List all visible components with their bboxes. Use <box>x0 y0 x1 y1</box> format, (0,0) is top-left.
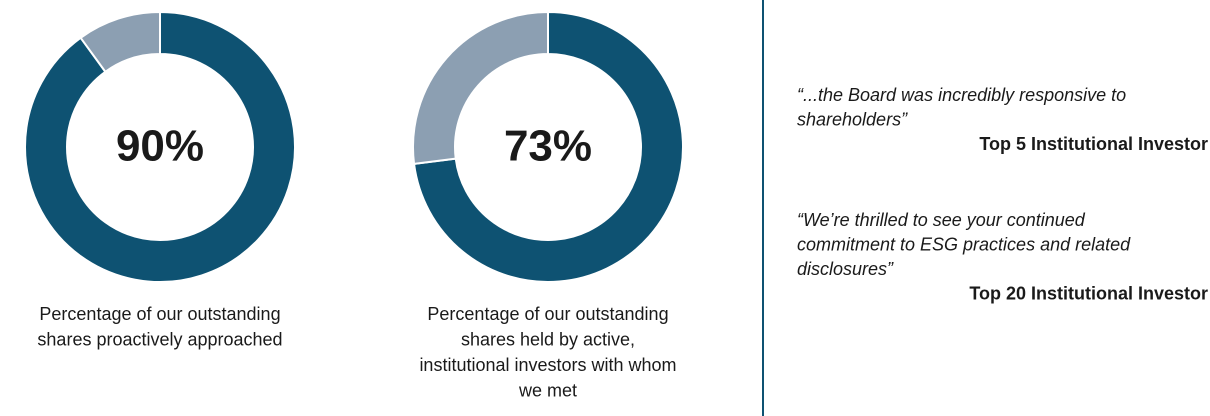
donut-segment <box>412 10 549 166</box>
caption: shares proactively approached <box>37 329 282 349</box>
quote-line: shareholders” <box>797 109 908 129</box>
quote-source: Top 5 Institutional Investor <box>979 134 1208 154</box>
donut-segment <box>412 10 684 283</box>
donut-segment <box>79 10 161 74</box>
quote-line: commitment to ESG practices and related <box>797 234 1131 254</box>
caption: institutional investors with whom <box>419 355 676 375</box>
caption: Percentage of our outstanding <box>39 304 280 324</box>
center-label: 90% <box>116 122 204 171</box>
caption: Percentage of our outstanding <box>427 304 668 324</box>
caption: we met <box>518 380 577 400</box>
quote-line: disclosures” <box>797 259 894 279</box>
center-label: 73% <box>504 122 592 171</box>
quote-line: “...the Board was incredibly responsive … <box>797 85 1126 105</box>
quote-source: Top 20 Institutional Investor <box>969 283 1208 303</box>
caption: shares held by active, <box>461 329 635 349</box>
quote-line: “We’re thrilled to see your continued <box>797 210 1086 230</box>
donut-segment <box>24 10 296 283</box>
